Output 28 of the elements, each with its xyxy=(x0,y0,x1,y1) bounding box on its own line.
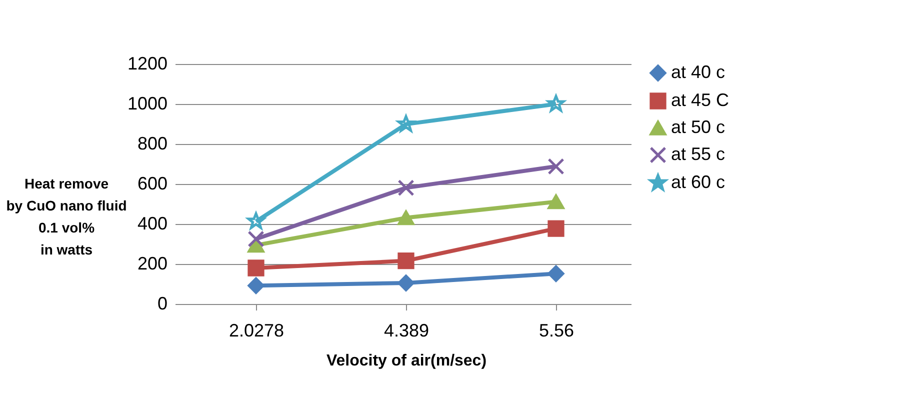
legend-label: at 60 c xyxy=(671,172,726,192)
x-axis-title: Velocity of air(m/sec) xyxy=(326,352,487,370)
point xyxy=(398,179,414,196)
point xyxy=(248,230,264,248)
point xyxy=(248,277,264,294)
point xyxy=(548,158,564,175)
y-tick-label: 1000 xyxy=(127,94,168,114)
point xyxy=(248,260,264,276)
y-axis-title: Heat remove by CuO nano fluid 0.1 vol% in watts xyxy=(6,176,127,258)
legend-label: at 55 c xyxy=(671,144,726,164)
y-tick-label: 400 xyxy=(137,214,168,234)
point xyxy=(548,194,564,210)
legend-label: at 45 C xyxy=(671,90,730,110)
y-tick-label: 1200 xyxy=(127,54,168,74)
y-tick-label: 200 xyxy=(137,254,168,274)
point xyxy=(548,265,564,282)
point xyxy=(398,274,414,292)
x-tick-label: 5.56 xyxy=(538,320,574,340)
y-tick-label: 600 xyxy=(137,174,168,194)
legend-label: at 40 c xyxy=(671,62,726,82)
point xyxy=(548,220,564,237)
y-tick-label: 800 xyxy=(137,134,168,154)
x-tick-label: 2.0278 xyxy=(228,320,284,340)
x-tick-label: 4.389 xyxy=(384,320,430,340)
point xyxy=(398,252,414,270)
y-tick-label: 0 xyxy=(157,294,168,314)
point xyxy=(398,210,414,226)
legend-label: at 50 c xyxy=(671,117,726,137)
